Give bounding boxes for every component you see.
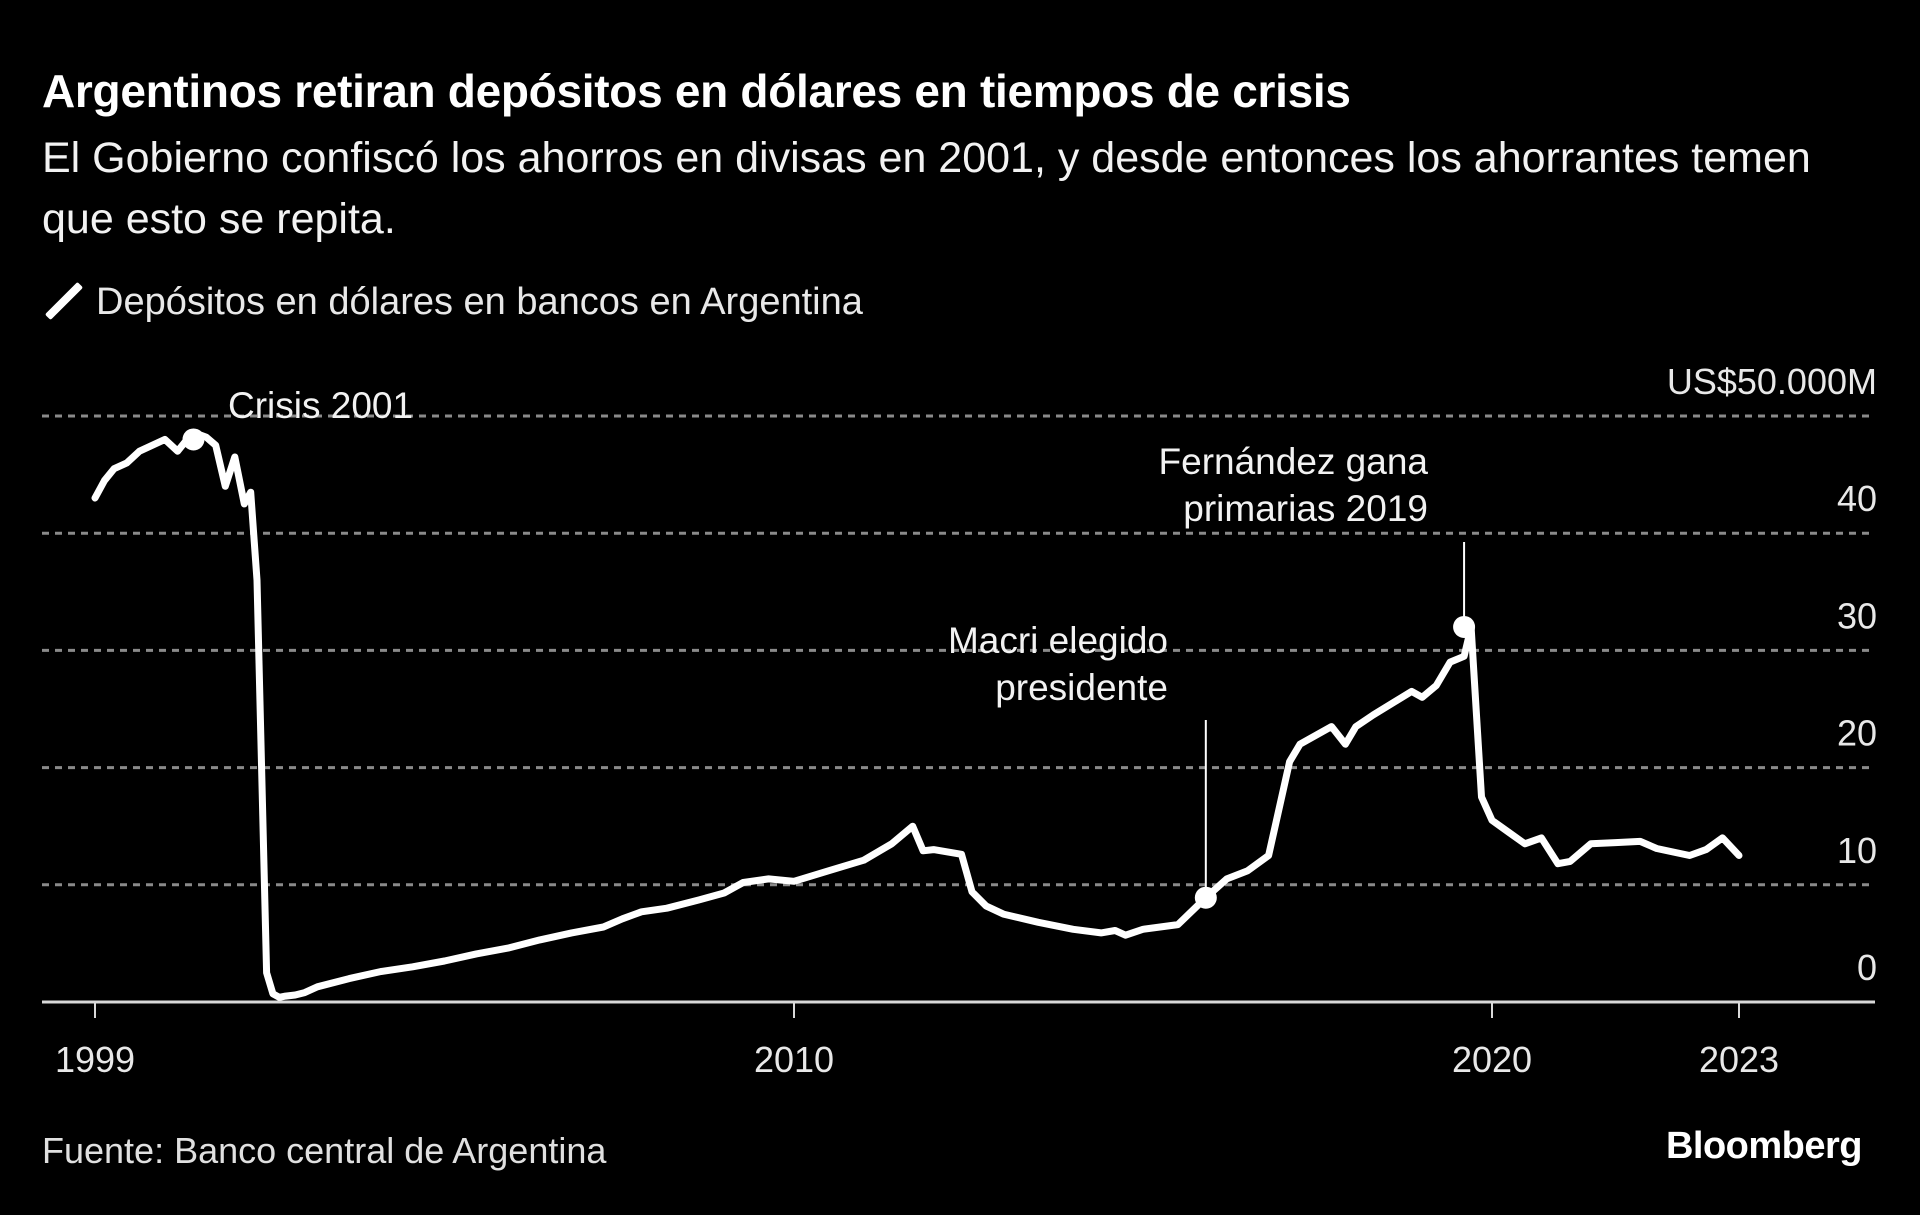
chart-title: Argentinos retiran depósitos en dólares … xyxy=(42,65,1351,117)
x-tick-label: 2023 xyxy=(1699,1039,1779,1080)
y-tick-label: 0 xyxy=(1857,947,1877,988)
annotations: Crisis 2001 Macri elegido presidente Fernán… xyxy=(228,385,1466,898)
y-axis-labels: 0 10 20 30 40 US$50.000M xyxy=(1667,361,1877,988)
annotation-marker-crisis-2001 xyxy=(182,428,205,451)
y-tick-label: 30 xyxy=(1837,595,1877,636)
annotation-fernandez-line: Fernández gana xyxy=(1159,441,1429,482)
x-tick-label: 2010 xyxy=(754,1039,834,1080)
y-tick-label: 10 xyxy=(1837,830,1877,871)
series-layer xyxy=(91,430,1743,1001)
y-tick-label: US$50.000M xyxy=(1667,361,1877,402)
annotation-macri-line: presidente xyxy=(995,667,1168,708)
x-tick-label: 2020 xyxy=(1452,1039,1532,1080)
annotation-macri-line: Macri elegido xyxy=(948,620,1168,661)
series-line-depositos xyxy=(91,430,1743,1001)
annotation-marker-fernandez xyxy=(1453,615,1476,638)
x-tick-label: 1999 xyxy=(55,1039,135,1080)
y-tick-label: 20 xyxy=(1837,713,1877,754)
annotation-fernandez-line: primarias 2019 xyxy=(1183,488,1428,529)
chart-subtitle: El Gobierno confiscó los ahorros en divi… xyxy=(42,134,1811,243)
bloomberg-logo: Bloomberg xyxy=(1665,1125,1863,1167)
annotation-marker-macri xyxy=(1194,886,1217,909)
legend: Depósitos en dólares en bancos en Argent… xyxy=(42,280,863,324)
gridlines xyxy=(42,414,1875,887)
annotation-crisis-2001: Crisis 2001 xyxy=(228,385,413,426)
y-tick-label: 40 xyxy=(1837,478,1877,519)
x-axis: 1999 2010 2020 2023 xyxy=(42,1000,1875,1080)
source-note: Fuente: Banco central de Argentina xyxy=(42,1130,607,1171)
annotation-markers xyxy=(182,428,1476,909)
legend-label: Depósitos en dólares en bancos en Argent… xyxy=(96,280,863,323)
